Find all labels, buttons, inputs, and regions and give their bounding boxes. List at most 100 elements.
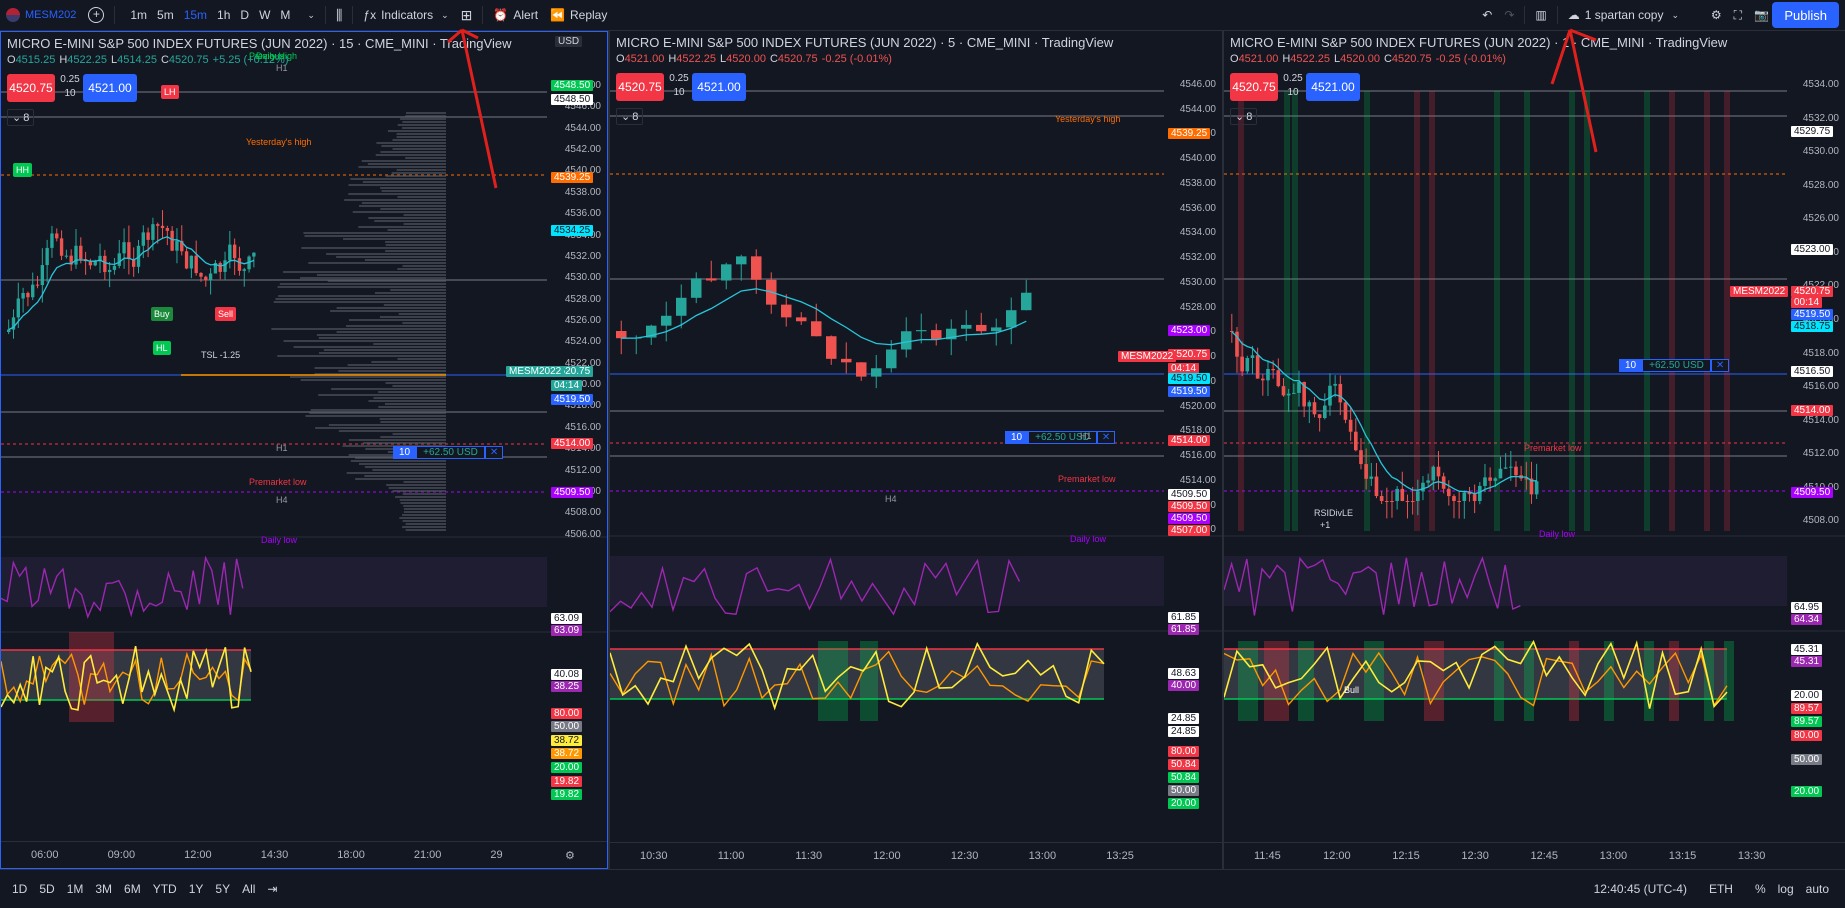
- candle-body[interactable]: [180, 240, 184, 252]
- snapshot-button[interactable]: 📷: [1748, 0, 1775, 30]
- log-toggle[interactable]: log: [1777, 882, 1794, 896]
- chart-pane-15m[interactable]: MICRO E-MINI S&P 500 INDEX FUTURES (JUN …: [0, 31, 608, 869]
- indicators-button[interactable]: ƒx Indicators ⌄: [357, 0, 454, 30]
- range-1y[interactable]: 1Y: [188, 882, 204, 896]
- candle-body[interactable]: [1416, 491, 1420, 501]
- candle-body[interactable]: [165, 228, 170, 231]
- candle-body[interactable]: [1379, 496, 1384, 501]
- buy-button[interactable]: 4521.00: [83, 74, 137, 102]
- candle-body[interactable]: [916, 330, 927, 332]
- candle-body[interactable]: [1261, 378, 1265, 381]
- candle-body[interactable]: [976, 324, 987, 332]
- candle-body[interactable]: [98, 255, 102, 262]
- candle-body[interactable]: [1410, 501, 1415, 502]
- candle-body[interactable]: [208, 273, 213, 281]
- candle-body[interactable]: [931, 330, 942, 340]
- candle-body[interactable]: [841, 358, 852, 363]
- candle-body[interactable]: [736, 256, 747, 265]
- candle-body[interactable]: [175, 240, 179, 251]
- candle-body[interactable]: [184, 251, 189, 269]
- candle-body[interactable]: [160, 225, 165, 229]
- candle-body[interactable]: [1431, 466, 1436, 481]
- candle-body[interactable]: [26, 292, 30, 298]
- redo-button[interactable]: ↷: [1498, 0, 1520, 30]
- candle-body[interactable]: [112, 265, 117, 270]
- candle-body[interactable]: [228, 244, 232, 261]
- candle-body[interactable]: [961, 324, 972, 329]
- candle-body[interactable]: [1436, 466, 1441, 477]
- chart-title[interactable]: MICRO E-MINI S&P 500 INDEX FUTURES (JUN …: [616, 35, 1114, 50]
- range-ytd[interactable]: YTD: [152, 882, 177, 896]
- candle-body[interactable]: [88, 261, 93, 266]
- candle-body[interactable]: [1266, 369, 1270, 381]
- close-icon[interactable]: ✕: [1096, 431, 1116, 444]
- chart-title[interactable]: MICRO E-MINI S&P 500 INDEX FUTURES (JUN …: [7, 36, 512, 51]
- candle-body[interactable]: [252, 252, 256, 257]
- candle-body[interactable]: [646, 325, 657, 338]
- timeframe-5m[interactable]: 5m: [157, 8, 174, 22]
- candle-body[interactable]: [146, 232, 150, 240]
- time-axis[interactable]: 10:30 11:00 11:30 12:00 12:30 13:00 13:25: [610, 842, 1222, 869]
- buy-button[interactable]: 4521.00: [1306, 73, 1360, 101]
- symbol-name[interactable]: MESM202: [25, 9, 77, 21]
- candle-body[interactable]: [1426, 480, 1430, 483]
- order-qty[interactable]: 10: [673, 87, 685, 98]
- range-5d[interactable]: 5D: [39, 882, 55, 896]
- candle-body[interactable]: [103, 255, 107, 273]
- gear-icon[interactable]: ⚙: [565, 850, 575, 862]
- candle-body[interactable]: [886, 349, 897, 369]
- candle-body[interactable]: [1343, 402, 1348, 420]
- candle-body[interactable]: [45, 247, 49, 266]
- candle-body[interactable]: [1447, 488, 1451, 497]
- candle-body[interactable]: [1281, 386, 1286, 396]
- candle-body[interactable]: [242, 269, 246, 271]
- candle-body[interactable]: [1509, 466, 1513, 468]
- layout-select-button[interactable]: ▥: [1529, 0, 1552, 30]
- candle-body[interactable]: [1333, 383, 1337, 386]
- candle-body[interactable]: [991, 327, 1002, 332]
- timeframe-M[interactable]: M: [280, 8, 291, 22]
- candle-body[interactable]: [35, 284, 40, 286]
- candle-body[interactable]: [1271, 369, 1275, 371]
- candle-body[interactable]: [232, 244, 237, 259]
- candle-body[interactable]: [74, 245, 78, 265]
- position-line-badge[interactable]: 10 +62.50 USD ✕: [393, 446, 504, 459]
- candle-body[interactable]: [1467, 492, 1472, 495]
- candle-body[interactable]: [1369, 476, 1374, 479]
- candle-body[interactable]: [1488, 477, 1492, 481]
- order-qty[interactable]: 10: [1287, 87, 1299, 98]
- chart-pane-5m[interactable]: MICRO E-MINI S&P 500 INDEX FUTURES (JUN …: [610, 31, 1222, 869]
- candle-body[interactable]: [50, 233, 54, 248]
- candle-body[interactable]: [1317, 414, 1322, 419]
- candle-body[interactable]: [1348, 419, 1353, 432]
- close-icon[interactable]: ✕: [484, 446, 504, 459]
- timeframe-1h[interactable]: 1h: [217, 8, 231, 22]
- pane-divider[interactable]: [608, 31, 610, 869]
- candle-body[interactable]: [1374, 476, 1379, 497]
- candle-body[interactable]: [64, 255, 69, 257]
- candle-body[interactable]: [1286, 393, 1291, 396]
- candle-body[interactable]: [156, 224, 160, 226]
- signal-buy[interactable]: Buy: [151, 307, 173, 321]
- pane-divider[interactable]: [1222, 31, 1224, 869]
- candle-body[interactable]: [1292, 392, 1296, 394]
- compare-add-button[interactable]: +: [82, 0, 110, 30]
- candle-body[interactable]: [1457, 501, 1461, 502]
- alert-button[interactable]: ⏰ Alert: [487, 0, 544, 30]
- candle-body[interactable]: [1006, 310, 1017, 328]
- candle-body[interactable]: [616, 331, 627, 339]
- timeframe-W[interactable]: W: [259, 8, 271, 22]
- goto-date-button[interactable]: ⇥: [261, 882, 283, 896]
- signal-hh[interactable]: HH: [13, 163, 32, 177]
- candle-body[interactable]: [1323, 405, 1327, 419]
- candle-body[interactable]: [1405, 501, 1410, 502]
- chart-pane-1m[interactable]: MICRO E-MINI S&P 500 INDEX FUTURES (JUN …: [1224, 31, 1845, 869]
- candle-body[interactable]: [1359, 450, 1363, 465]
- candle-body[interactable]: [141, 232, 145, 246]
- buy-button[interactable]: 4521.00: [692, 73, 746, 101]
- candle-body[interactable]: [1462, 492, 1467, 501]
- candle-body[interactable]: [79, 245, 83, 260]
- candle-body[interactable]: [721, 264, 732, 281]
- candle-body[interactable]: [691, 278, 702, 298]
- range-all[interactable]: All: [242, 882, 256, 896]
